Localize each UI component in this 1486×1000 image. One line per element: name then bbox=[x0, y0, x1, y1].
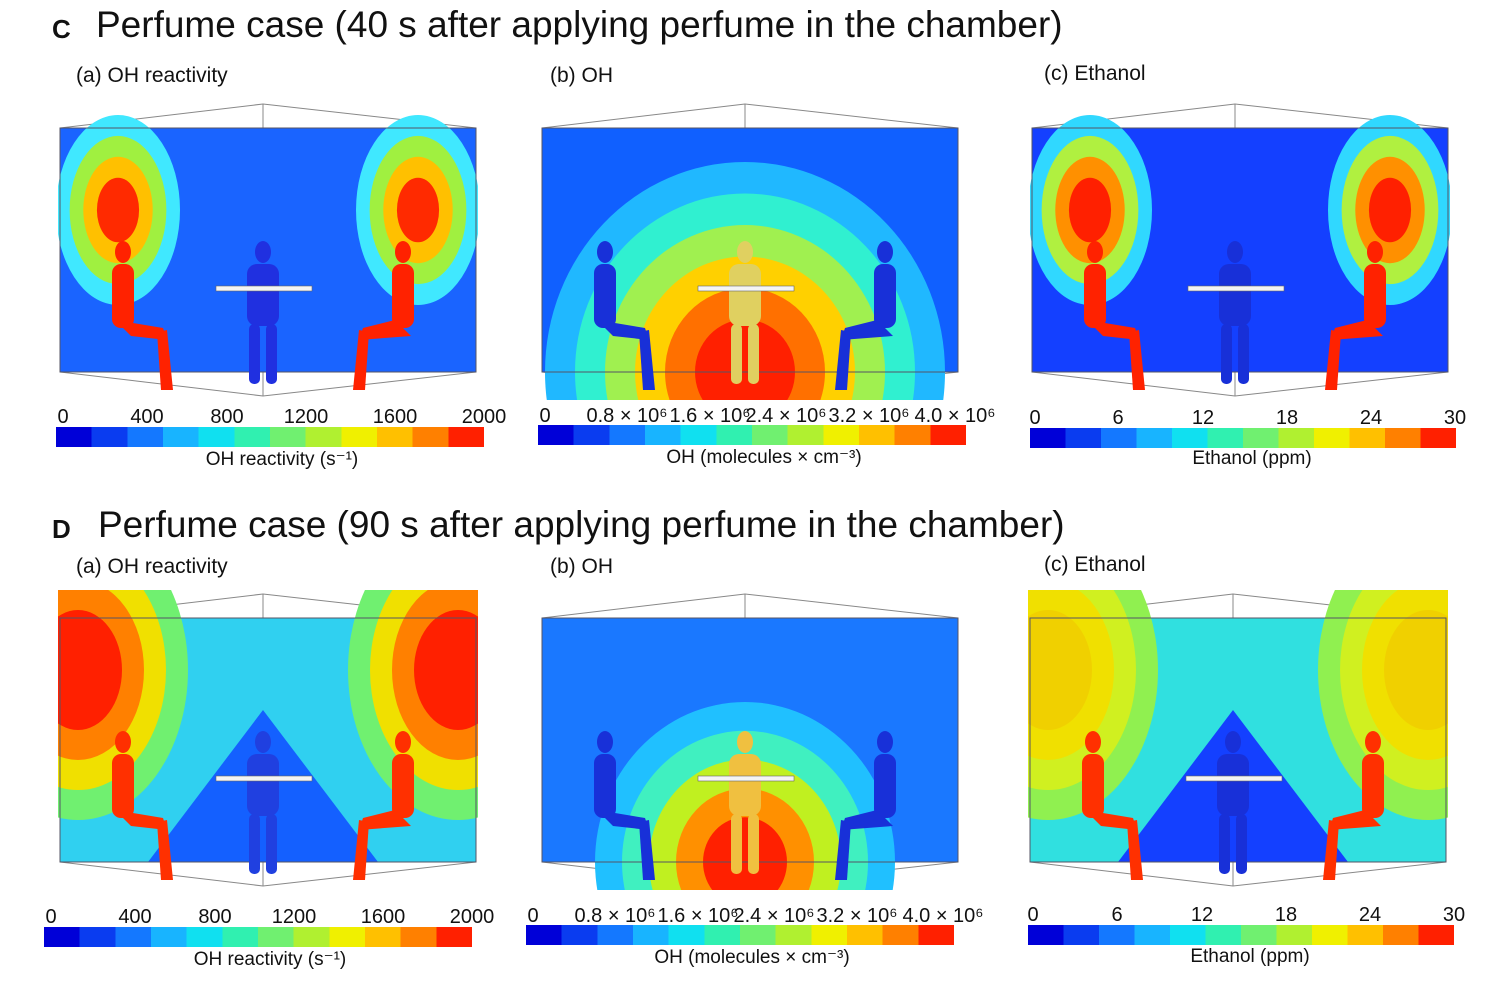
colorbar-d-a bbox=[44, 927, 472, 947]
tick-label: 0 bbox=[1029, 407, 1041, 429]
scene-c-oh bbox=[540, 100, 960, 400]
tick-label: 0.8 × 10⁶ bbox=[574, 905, 656, 927]
tick-label: 30 bbox=[1442, 904, 1466, 926]
tick-label: 0 bbox=[527, 905, 539, 927]
colorbar-d-c-caption: Ethanol (ppm) bbox=[1190, 946, 1310, 967]
tick-label: 6 bbox=[1112, 407, 1124, 429]
scene-d-oh-reactivity bbox=[58, 590, 478, 890]
tick-label: 2.4 × 10⁶ bbox=[745, 405, 827, 427]
colorbar-d-a-caption: OH reactivity (s⁻¹) bbox=[193, 949, 347, 970]
section-d-letter: D bbox=[52, 514, 71, 544]
scene-c-oh-reactivity bbox=[58, 100, 478, 400]
scene-d-oh bbox=[540, 590, 960, 890]
colorbar-d-b bbox=[526, 925, 954, 945]
tick-label: 12 bbox=[1190, 904, 1214, 926]
colorbar-c-b-caption: OH (molecules × cm⁻³) bbox=[666, 447, 862, 468]
tick-label: 30 bbox=[1443, 407, 1467, 429]
colorbar-d-c bbox=[1028, 925, 1454, 945]
tick-label: 18 bbox=[1275, 407, 1299, 429]
tick-label: 1200 bbox=[271, 906, 317, 928]
tick-label: 1.6 × 10⁶ bbox=[657, 905, 739, 927]
colorbar-c-c-caption: Ethanol (ppm) bbox=[1192, 448, 1312, 469]
tick-label: 0 bbox=[45, 906, 57, 928]
tick-label: 2.4 × 10⁶ bbox=[733, 905, 815, 927]
tick-label: 4.0 × 10⁶ bbox=[914, 405, 996, 427]
tick-label: 1.6 × 10⁶ bbox=[669, 405, 751, 427]
tick-label: 18 bbox=[1274, 904, 1298, 926]
tick-label: 12 bbox=[1191, 407, 1215, 429]
tick-label: 0 bbox=[57, 406, 69, 428]
tick-label: 0.8 × 10⁶ bbox=[586, 405, 668, 427]
tick-label: 4.0 × 10⁶ bbox=[902, 905, 984, 927]
panel-d-a-label: (a) OH reactivity bbox=[76, 555, 228, 578]
colorbar-d-b-caption: OH (molecules × cm⁻³) bbox=[654, 947, 850, 968]
colorbar-c-b bbox=[538, 425, 966, 445]
scene-c-ethanol bbox=[1030, 100, 1450, 400]
section-c-letter: C bbox=[52, 14, 71, 44]
panel-d-b-label: (b) OH bbox=[550, 555, 613, 578]
tick-label: 24 bbox=[1358, 904, 1382, 926]
tick-label: 2000 bbox=[461, 406, 507, 428]
colorbar-c-c bbox=[1030, 428, 1456, 448]
section-d-title: Perfume case (90 s after applying perfum… bbox=[98, 504, 1065, 545]
tick-label: 800 bbox=[198, 906, 232, 928]
tick-label: 6 bbox=[1111, 904, 1123, 926]
tick-label: 800 bbox=[210, 406, 244, 428]
tick-label: 2000 bbox=[449, 906, 495, 928]
tick-label: 1200 bbox=[283, 406, 329, 428]
tick-label: 3.2 × 10⁶ bbox=[828, 405, 910, 427]
colorbar-c-a-caption: OH reactivity (s⁻¹) bbox=[205, 449, 359, 470]
tick-label: 1600 bbox=[372, 406, 418, 428]
panel-c-a-label: (a) OH reactivity bbox=[76, 64, 228, 87]
tick-label: 3.2 × 10⁶ bbox=[816, 905, 898, 927]
tick-label: 400 bbox=[118, 906, 152, 928]
panel-c-c-label: (c) Ethanol bbox=[1044, 62, 1146, 85]
tick-label: 0 bbox=[539, 405, 551, 427]
scene-d-ethanol bbox=[1028, 590, 1448, 890]
panel-c-b-label: (b) OH bbox=[550, 64, 613, 87]
section-c-title: Perfume case (40 s after applying perfum… bbox=[96, 4, 1063, 45]
tick-label: 400 bbox=[130, 406, 164, 428]
tick-label: 0 bbox=[1027, 904, 1039, 926]
tick-label: 1600 bbox=[360, 906, 406, 928]
colorbar-c-a bbox=[56, 427, 484, 447]
panel-d-c-label: (c) Ethanol bbox=[1044, 553, 1146, 576]
tick-label: 24 bbox=[1359, 407, 1383, 429]
